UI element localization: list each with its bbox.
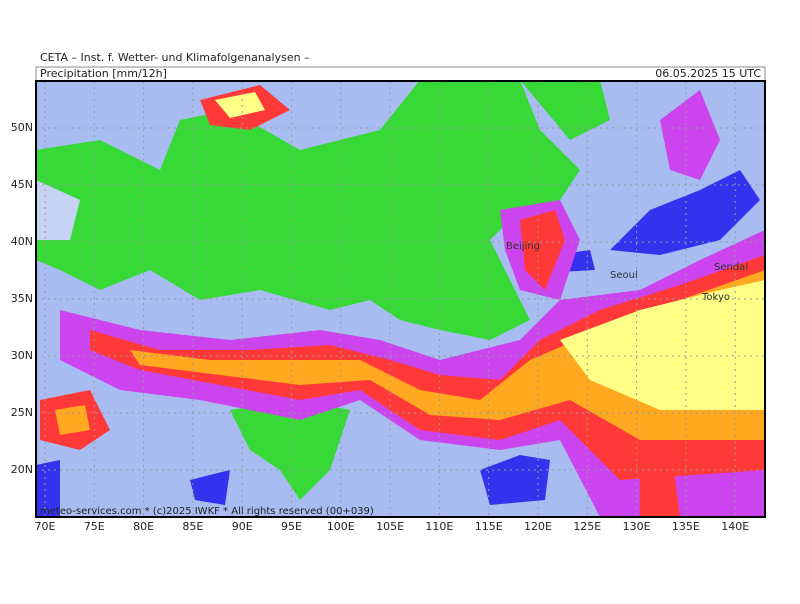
longitude-label: 90E <box>232 520 253 533</box>
latitude-label: 30N <box>11 349 33 362</box>
longitude-label: 100E <box>327 520 355 533</box>
longitude-label: 135E <box>672 520 700 533</box>
header-title: CETA – Inst. f. Wetter- und Klimafolgena… <box>40 51 310 64</box>
longitude-label: 120E <box>524 520 552 533</box>
longitude-label: 70E <box>35 520 56 533</box>
longitude-label: 75E <box>84 520 105 533</box>
city-label: Tokyo <box>701 292 730 303</box>
variable-label: Precipitation [mm/12h] <box>40 67 167 80</box>
longitude-label: 110E <box>425 520 453 533</box>
longitude-label: 95E <box>281 520 302 533</box>
longitude-label: 140E <box>721 520 749 533</box>
longitude-label: 125E <box>573 520 601 533</box>
latitude-label: 40N <box>11 235 33 248</box>
longitude-label: 130E <box>623 520 651 533</box>
latitude-label: 25N <box>11 406 33 419</box>
longitude-label: 115E <box>475 520 503 533</box>
credit: meteo-services.com * (c)2025 IWKF * All … <box>40 506 374 517</box>
valid-time: 06.05.2025 15 UTC <box>655 67 761 80</box>
latitude-label: 50N <box>11 121 33 134</box>
longitude-label: 80E <box>133 520 154 533</box>
longitude-label: 85E <box>182 520 203 533</box>
city-label: Seoul <box>610 270 638 281</box>
map-frame <box>35 80 766 518</box>
graticule <box>36 81 765 517</box>
city-label: Beijing <box>506 241 540 252</box>
longitude-label: 105E <box>376 520 404 533</box>
latitude-label: 45N <box>11 178 33 191</box>
latitude-label: 35N <box>11 292 33 305</box>
latitude-label: 20N <box>11 463 33 476</box>
city-label: Sendai <box>714 262 748 273</box>
